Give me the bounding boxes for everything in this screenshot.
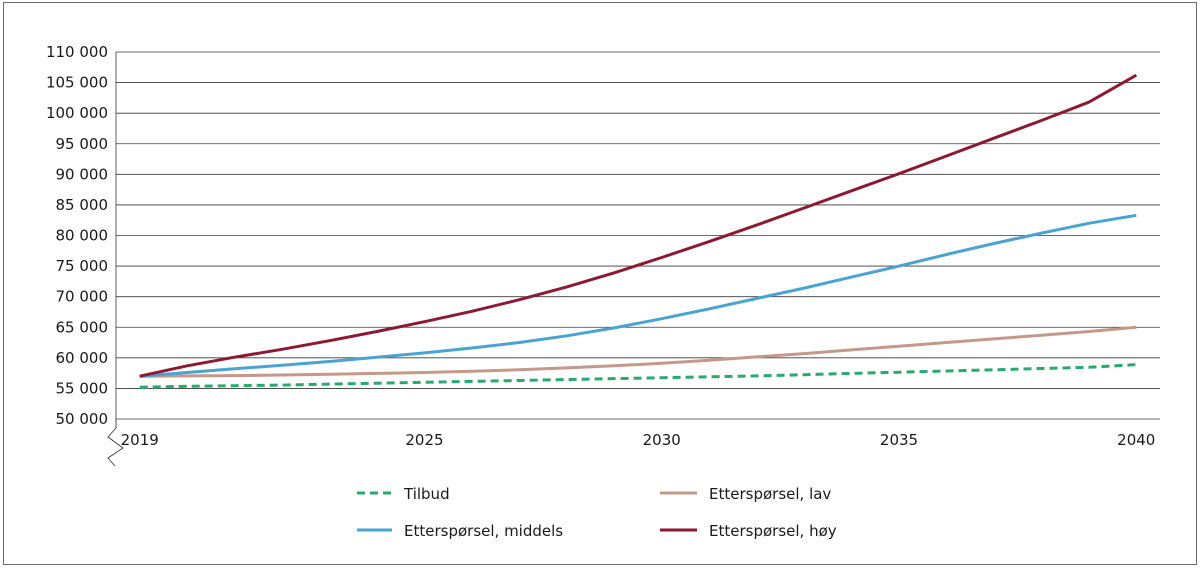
axis-break-symbol [107, 419, 124, 467]
chart-frame [3, 2, 1197, 565]
series-line-ettersporsel-middels [139, 213, 1137, 378]
legend-item-ettersporsel-lav: Etterspørsel, lav [660, 485, 831, 503]
legend-label-tilbud: Tilbud [403, 485, 450, 503]
legend-item-ettersporsel-hoy: Etterspørsel, høy [660, 522, 837, 540]
legend-label-ettersporsel-lav: Etterspørsel, lav [709, 485, 831, 503]
legend-item-tilbud: Tilbud [357, 485, 450, 503]
y-tick-label: 55 000 [56, 379, 109, 397]
y-tick-label: 110 000 [46, 43, 108, 61]
y-axis-ticks: 50 000 55 000 60 000 65 000 70 000 75 000 80 0… [46, 43, 108, 428]
series-line-tilbud [139, 363, 1137, 389]
legend-label-ettersporsel-middels: Etterspørsel, middels [404, 522, 563, 540]
y-tick-label: 105 000 [46, 74, 108, 92]
gridlines [115, 51, 1160, 420]
y-tick-label: 75 000 [56, 257, 109, 275]
axis-break-zigzag [107, 419, 124, 467]
legend-label-ettersporsel-hoy: Etterspørsel, høy [709, 522, 837, 540]
x-tick-label: 2035 [880, 431, 918, 449]
legend-item-ettersporsel-middels: Etterspørsel, middels [357, 522, 563, 540]
x-tick-label: 2019 [121, 431, 159, 449]
y-tick-label: 60 000 [56, 349, 109, 367]
y-tick-label: 50 000 [56, 410, 109, 428]
series-lines [139, 73, 1138, 389]
legend: Tilbud Etterspørsel, lav Etterspørsel, m… [357, 485, 837, 540]
y-tick-label: 100 000 [46, 104, 108, 122]
y-tick-label: 85 000 [56, 196, 109, 214]
y-tick-label: 80 000 [56, 227, 109, 245]
x-tick-label: 2030 [643, 431, 681, 449]
x-tick-label: 2040 [1117, 431, 1155, 449]
y-tick-label: 90 000 [56, 165, 109, 183]
y-tick-label: 95 000 [56, 135, 109, 153]
series-line-ettersporsel-lav [139, 325, 1137, 378]
x-axis-ticks: 2019 2025 2030 2035 2040 [121, 431, 1156, 449]
x-tick-label: 2025 [405, 431, 443, 449]
y-tick-label: 70 000 [56, 288, 109, 306]
y-tick-label: 65 000 [56, 318, 109, 336]
series-line-ettersporsel-hoy [139, 73, 1138, 378]
